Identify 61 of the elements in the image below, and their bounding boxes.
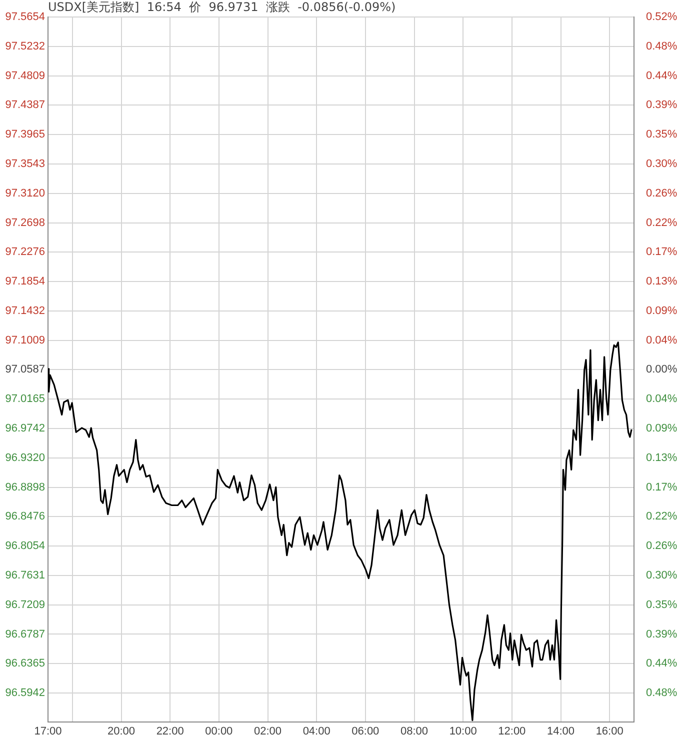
y-tick-label: 96.8898 [5,481,45,494]
y2-tick-label: 0.17% [646,481,678,494]
y-tick-label: 97.5654 [5,11,45,24]
y-tick-label: 96.6365 [5,658,45,670]
x-tick-label: 14:00 [546,726,575,738]
y-tick-label: 96.5942 [5,687,45,700]
y2-tick-label: 0.44% [646,70,678,82]
y-tick-label: 97.5232 [5,40,45,52]
x-tick-label: 02:00 [254,726,282,738]
y-tick-label: 97.1009 [5,334,45,346]
y2-tick-label: 0.26% [646,540,678,552]
y-tick-label: 97.2276 [5,246,45,258]
y2-tick-label: 0.13% [646,276,678,288]
y2-tick-label: 0.04% [646,334,678,346]
y2-tick-label: 0.35% [646,128,678,141]
y2-tick-label: 0.22% [646,216,678,229]
y-tick-label: 97.3543 [5,158,45,170]
y-tick-label: 96.8054 [5,540,45,552]
y2-tick-label: 0.30% [646,569,678,582]
x-tick-label: 06:00 [352,726,380,738]
x-tick-label: 20:00 [107,726,136,738]
y2-tick-label: 0.48% [646,40,678,52]
y-tick-label: 97.1854 [5,276,45,288]
y2-tick-label: 0.00% [646,364,678,376]
y2-tick-label: 0.44% [646,658,678,670]
y-tick-label: 97.2698 [5,216,45,229]
x-tick-label: 10:00 [449,726,477,738]
y2-tick-label: 0.52% [646,11,678,24]
y-tick-label: 97.0165 [5,393,45,406]
x-tick-label: 12:00 [498,726,526,738]
y-tick-label: 97.4387 [5,99,45,112]
y-tick-label: 97.3120 [5,187,45,200]
x-tick-label: 22:00 [156,726,184,738]
y-tick-label: 96.7209 [5,598,45,611]
y-tick-label: 96.7631 [5,570,45,582]
y-tick-label: 97.4809 [5,70,45,82]
y-tick-label: 96.9320 [5,452,45,464]
y2-tick-label: 0.39% [646,99,678,112]
chart-title: USDX[美元指数] 16:54 价 96.9731 涨跌 -0.0856(-0.09%) [48,0,396,15]
y-tick-label: 97.1432 [5,304,45,317]
y-tick-label: 96.8476 [5,510,45,523]
y2-tick-label: 0.04% [646,393,678,406]
y2-tick-label: 0.09% [646,304,678,317]
y2-tick-label: 0.48% [646,687,678,700]
x-tick-label: 16:00 [596,726,624,738]
x-tick-label: 08:00 [400,726,428,738]
y-tick-label: 97.0587 [5,364,45,376]
y2-tick-label: 0.39% [646,628,678,640]
y2-tick-label: 0.13% [646,452,678,464]
x-tick-label: 04:00 [302,726,330,738]
y-tick-label: 97.3965 [5,128,45,141]
x-tick-label: 00:00 [205,726,233,738]
y2-tick-label: 0.26% [646,187,678,200]
x-tick-label: 17:00 [34,726,62,738]
y2-tick-label: 0.22% [646,510,678,523]
y-tick-label: 96.6787 [5,628,45,640]
y2-tick-label: 0.30% [646,158,678,170]
y2-tick-label: 0.17% [646,246,678,258]
y-tick-label: 96.9742 [5,422,45,435]
y2-tick-label: 0.35% [646,598,678,611]
y2-tick-label: 0.09% [646,422,678,435]
